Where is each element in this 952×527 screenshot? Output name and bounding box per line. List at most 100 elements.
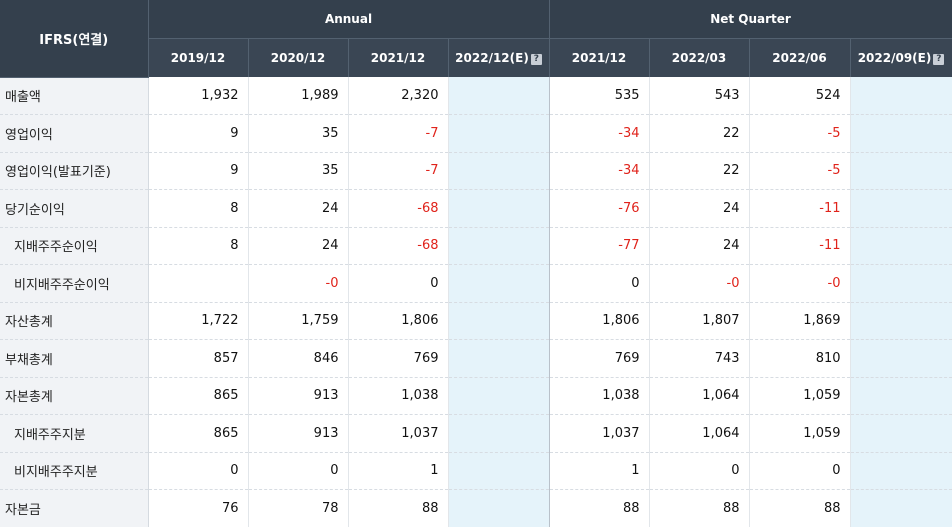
quarter-col-header: 2021/12 bbox=[549, 38, 650, 77]
table-cell: -34 bbox=[549, 114, 650, 153]
table-cell: -34 bbox=[549, 152, 650, 190]
row-label: 영업이익 bbox=[0, 114, 149, 153]
table-cell bbox=[850, 152, 952, 190]
help-icon[interactable]: ? bbox=[530, 53, 542, 65]
table-cell: 865 bbox=[148, 414, 249, 453]
table-row: 비지배주주지분 0 0 1 1 0 0 bbox=[0, 452, 952, 490]
quarter-col-header-estimate: 2022/09(E)? bbox=[850, 38, 952, 77]
table-cell: 857 bbox=[148, 339, 249, 378]
table-cell bbox=[850, 414, 952, 453]
row-label: 자본총계 bbox=[0, 377, 149, 415]
annual-col-header-estimate: 2022/12(E)? bbox=[448, 38, 550, 77]
table-cell bbox=[448, 264, 550, 303]
table-cell: 1,932 bbox=[148, 77, 249, 115]
table-cell: 24 bbox=[649, 189, 750, 228]
row-label: 당기순이익 bbox=[0, 189, 149, 228]
table-cell: 88 bbox=[749, 489, 851, 527]
table-cell: 1,064 bbox=[649, 414, 750, 453]
table-cell: 1,807 bbox=[649, 302, 750, 340]
table-cell: 24 bbox=[649, 227, 750, 265]
row-label: 매출액 bbox=[0, 77, 149, 115]
annual-col-header: 2020/12 bbox=[248, 38, 349, 77]
table-cell bbox=[850, 452, 952, 490]
table-cell: 0 bbox=[549, 264, 650, 303]
table-cell: 1,038 bbox=[549, 377, 650, 415]
table-cell: 543 bbox=[649, 77, 750, 115]
table-cell: 76 bbox=[148, 489, 249, 527]
help-icon[interactable]: ? bbox=[933, 53, 945, 65]
table-cell: 1,806 bbox=[348, 302, 449, 340]
table-cell: -11 bbox=[749, 227, 851, 265]
annual-col-label: 2022/12(E) bbox=[455, 50, 529, 65]
table-cell bbox=[850, 489, 952, 527]
table-cell: 1,064 bbox=[649, 377, 750, 415]
table-cell: -0 bbox=[248, 264, 349, 303]
table-cell bbox=[448, 189, 550, 228]
table-cell: 1,037 bbox=[549, 414, 650, 453]
table-cell: 88 bbox=[649, 489, 750, 527]
row-label: 비지배주주지분 bbox=[0, 452, 149, 490]
table-cell bbox=[448, 452, 550, 490]
table-cell: 22 bbox=[649, 152, 750, 190]
table-cell: 743 bbox=[649, 339, 750, 378]
table-cell: 78 bbox=[248, 489, 349, 527]
table-cell: 913 bbox=[248, 414, 349, 453]
row-label: 지배주주지분 bbox=[0, 414, 149, 453]
table-row: 영업이익(발표기준) 9 35 -7 -34 22 -5 bbox=[0, 152, 952, 190]
table-row: 비지배주주순이익 -0 0 0 -0 -0 bbox=[0, 264, 952, 303]
table-cell bbox=[850, 377, 952, 415]
table-cell: -68 bbox=[348, 227, 449, 265]
table-row: 자본금 76 78 88 88 88 88 bbox=[0, 489, 952, 527]
table-cell bbox=[850, 114, 952, 153]
table-cell bbox=[448, 302, 550, 340]
table-cell bbox=[448, 227, 550, 265]
table-cell bbox=[448, 414, 550, 453]
table-row: 자산총계 1,722 1,759 1,806 1,806 1,807 1,869 bbox=[0, 302, 952, 340]
table-cell: 88 bbox=[348, 489, 449, 527]
table-cell: 9 bbox=[148, 152, 249, 190]
table-cell: 1,038 bbox=[348, 377, 449, 415]
table-cell: 0 bbox=[649, 452, 750, 490]
table-cell: 846 bbox=[248, 339, 349, 378]
table-cell: 1,059 bbox=[749, 377, 851, 415]
table-cell: 1,989 bbox=[248, 77, 349, 115]
table-cell: 0 bbox=[749, 452, 851, 490]
table-cell: -5 bbox=[749, 152, 851, 190]
table-body: 매출액 1,932 1,989 2,320 535 543 524 영업이익 9 35 -7 -34 2… bbox=[0, 77, 952, 527]
row-label: 지배주주순이익 bbox=[0, 227, 149, 265]
table-cell: 0 bbox=[148, 452, 249, 490]
table-cell bbox=[850, 302, 952, 340]
table-cell: -77 bbox=[549, 227, 650, 265]
table-cell: 0 bbox=[348, 264, 449, 303]
table-cell: 1,806 bbox=[549, 302, 650, 340]
row-label: 자산총계 bbox=[0, 302, 149, 340]
ifrs-header: IFRS(연결) bbox=[0, 0, 149, 78]
table-cell: 1,869 bbox=[749, 302, 851, 340]
table-cell bbox=[448, 339, 550, 378]
table-cell: 35 bbox=[248, 152, 349, 190]
table-cell: -7 bbox=[348, 114, 449, 153]
table-cell: 0 bbox=[248, 452, 349, 490]
quarter-col-header: 2022/06 bbox=[749, 38, 851, 77]
table-cell bbox=[850, 77, 952, 115]
table-cell: 8 bbox=[148, 189, 249, 228]
quarter-col-label: 2022/09(E) bbox=[857, 50, 932, 65]
table-cell: 535 bbox=[549, 77, 650, 115]
row-label: 자본금 bbox=[0, 489, 149, 527]
quarter-col-header: 2022/03 bbox=[649, 38, 750, 77]
table-cell: 1 bbox=[348, 452, 449, 490]
table-cell: -5 bbox=[749, 114, 851, 153]
table-cell: 769 bbox=[348, 339, 449, 378]
table-cell: 769 bbox=[549, 339, 650, 378]
row-label: 부채총계 bbox=[0, 339, 149, 378]
table-cell: 865 bbox=[148, 377, 249, 415]
row-label: 비지배주주순이익 bbox=[0, 264, 149, 303]
table-row: 당기순이익 8 24 -68 -76 24 -11 bbox=[0, 189, 952, 228]
table-cell: 35 bbox=[248, 114, 349, 153]
table-cell: 8 bbox=[148, 227, 249, 265]
table-cell bbox=[448, 77, 550, 115]
table-row: 매출액 1,932 1,989 2,320 535 543 524 bbox=[0, 77, 952, 115]
table-cell: 1,722 bbox=[148, 302, 249, 340]
table-cell bbox=[850, 264, 952, 303]
